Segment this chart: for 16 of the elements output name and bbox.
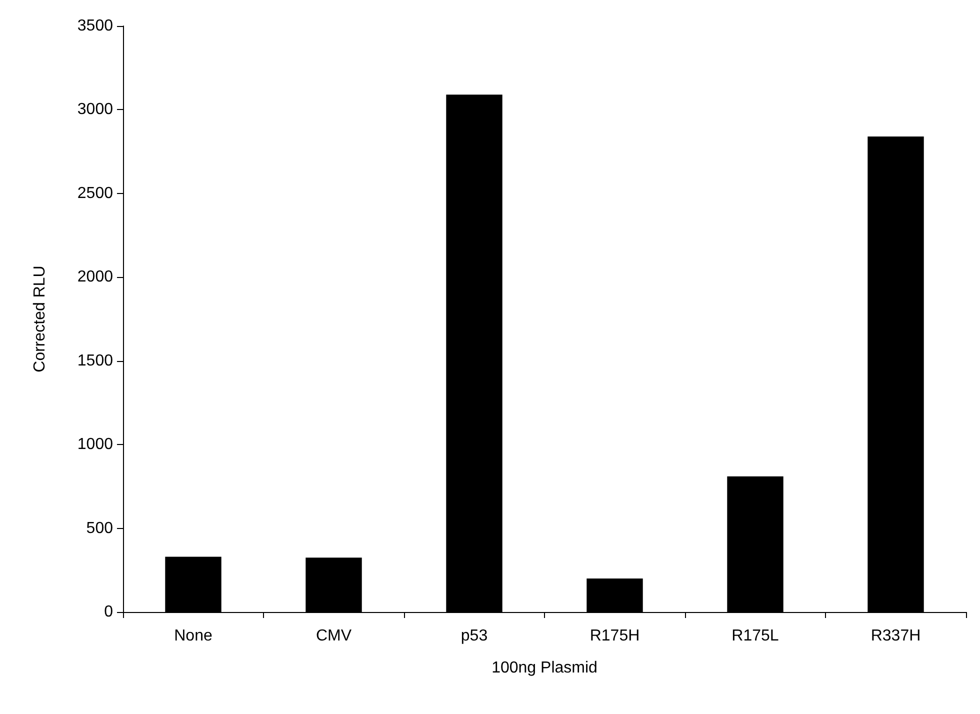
y-tick-label: 1000 (77, 436, 114, 454)
x-tick-label: p53 (460, 628, 488, 644)
y-tick-label: 2500 (77, 184, 114, 202)
x-axis-title: 100ng Plasmid (492, 660, 598, 676)
y-tick-label: 1500 (77, 352, 114, 370)
y-axis-title: Corrected RLU (32, 266, 48, 372)
x-tick-label: CMV (316, 628, 352, 644)
y-tick-label: 500 (86, 520, 114, 537)
y-tick-label: 3000 (77, 101, 114, 118)
y-tick-label: 2000 (77, 268, 114, 286)
y-tick-label: 3500 (77, 18, 114, 34)
x-tick-label: R175L (732, 628, 779, 644)
x-tick-label: R175H (590, 628, 640, 644)
x-tick-label: None (174, 628, 212, 644)
y-tick-label: 0 (104, 604, 114, 620)
x-tick-label: R337H (870, 628, 921, 644)
